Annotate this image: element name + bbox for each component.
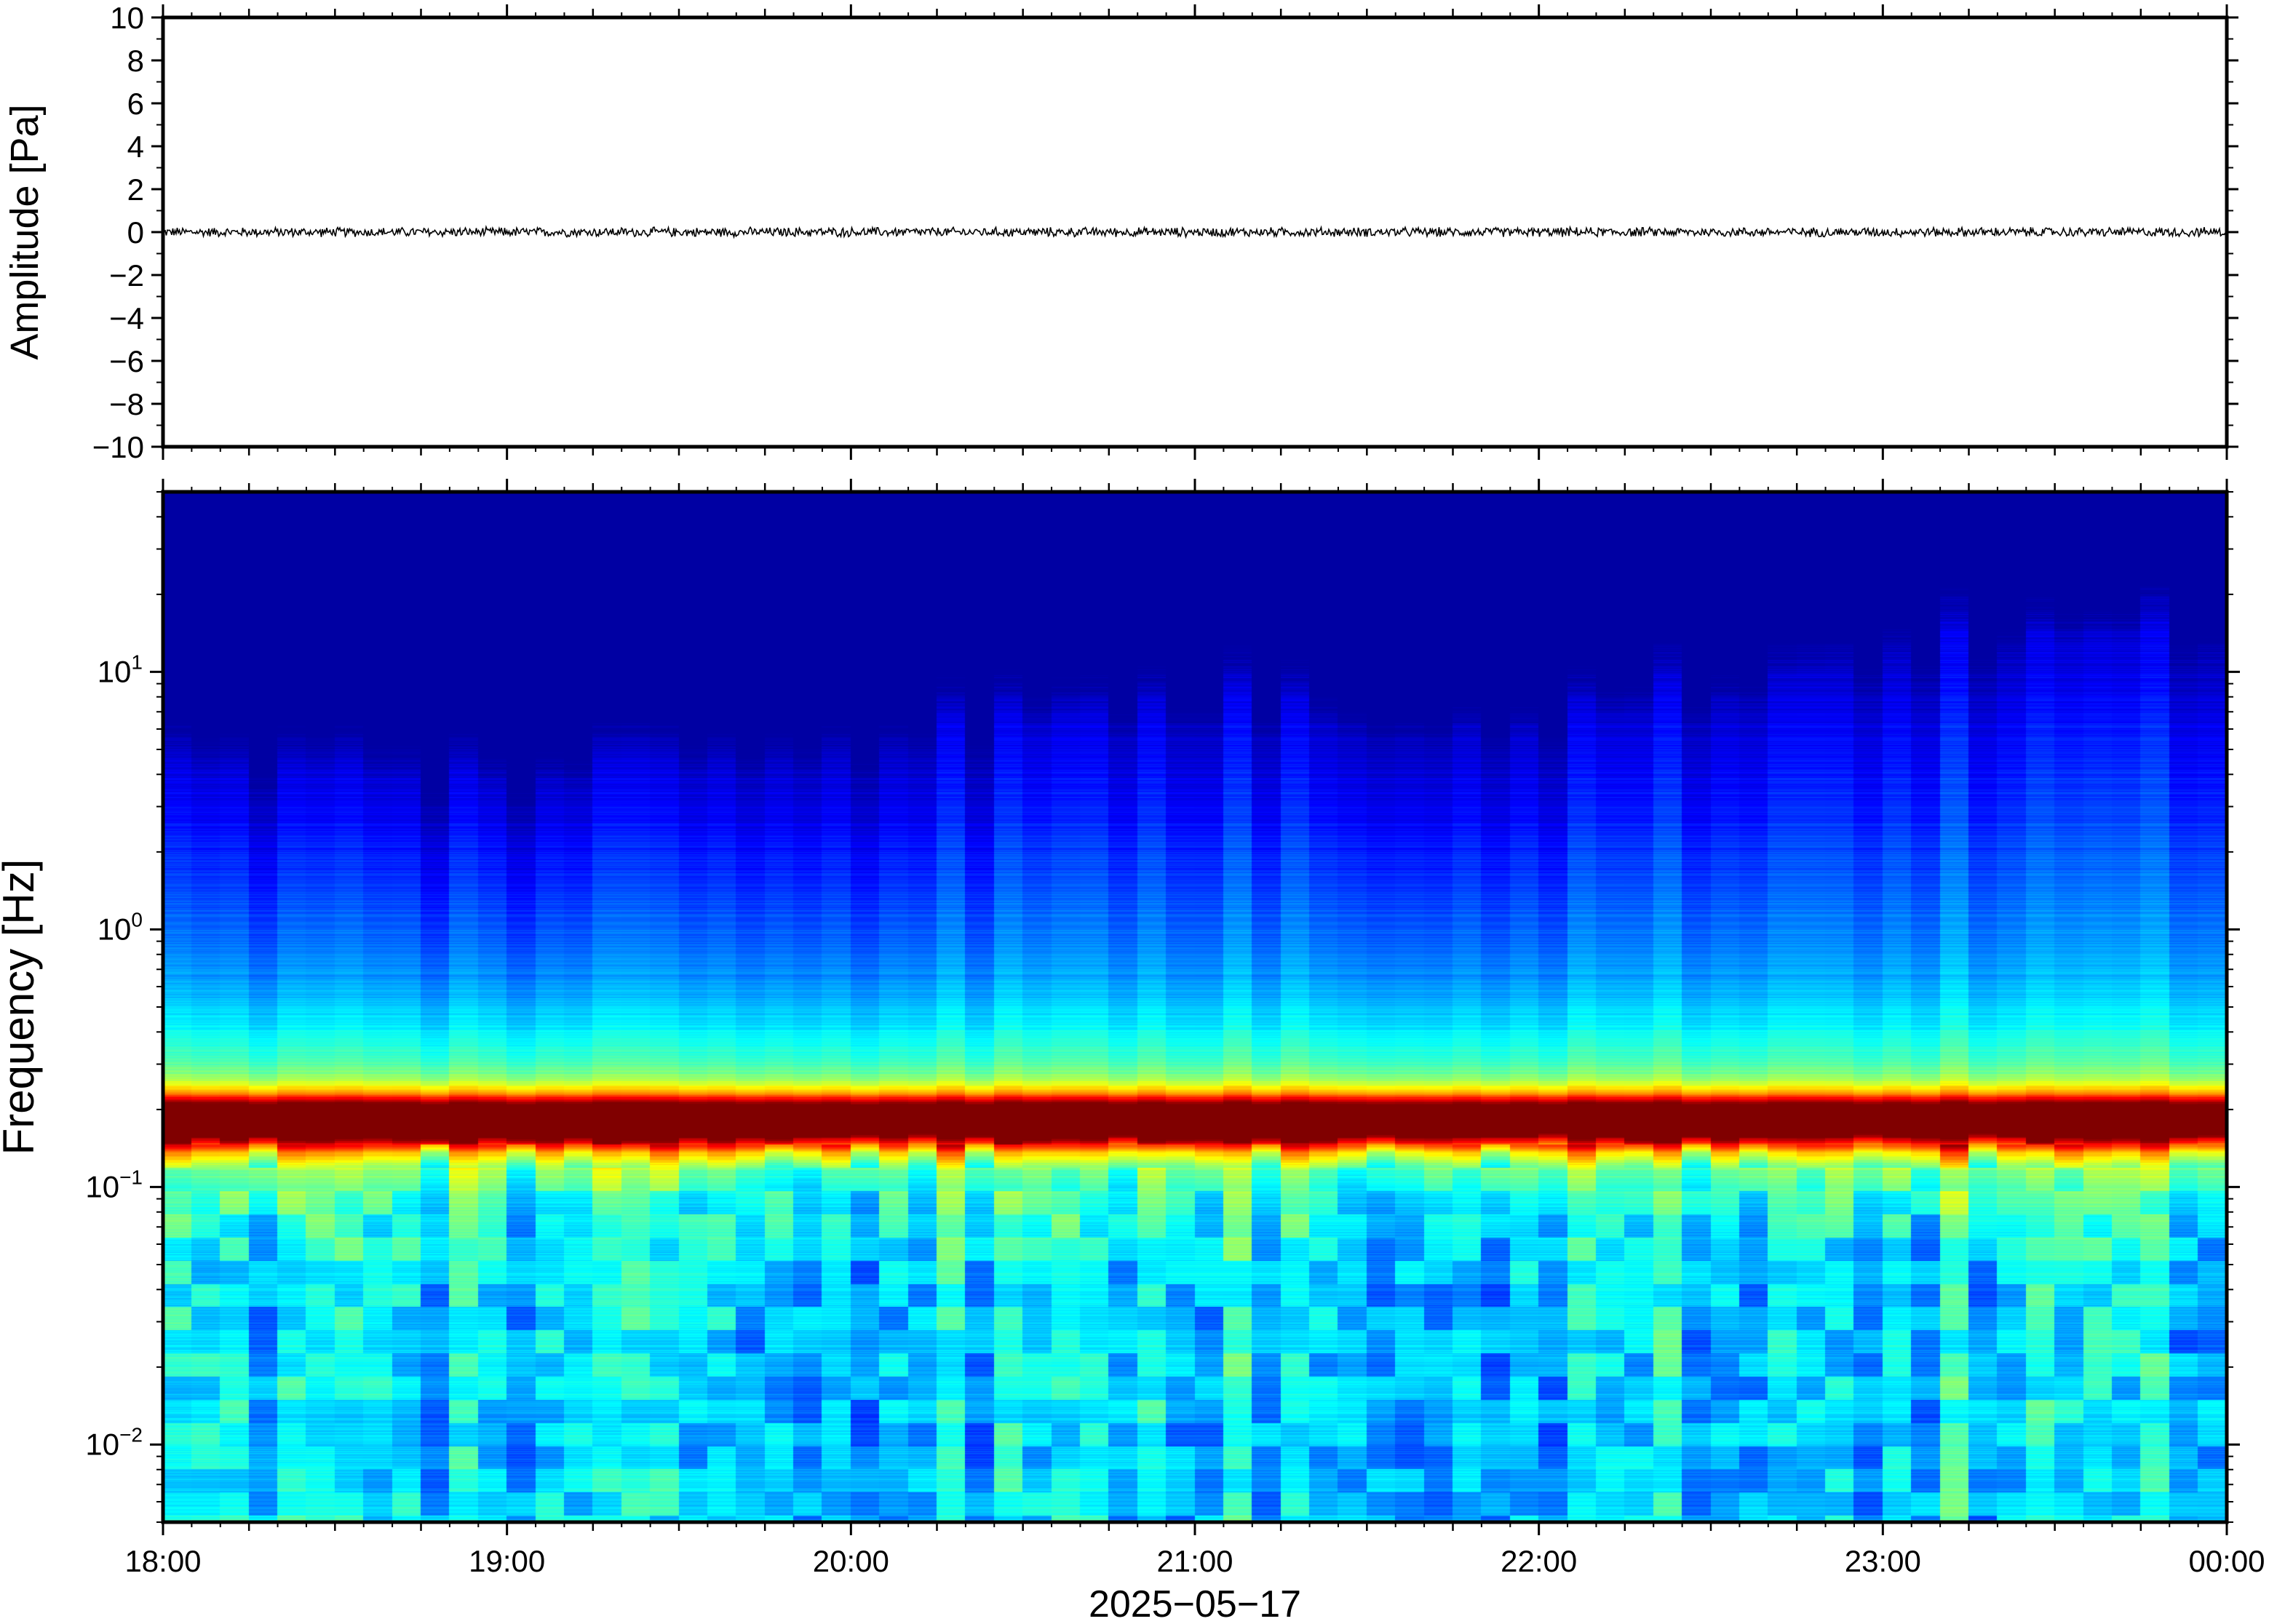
- waveform-frame: [161, 15, 2229, 449]
- x-tick-label: 19:00: [469, 1544, 545, 1578]
- x-tick-label: 18:00: [124, 1544, 201, 1578]
- spectrogram-frame: [161, 490, 2229, 1524]
- spectrogram-y-tick-label: 10−2: [85, 1423, 143, 1461]
- x-tick-label: 23:00: [1845, 1544, 1921, 1578]
- x-axis-title: 2025−05−17: [1089, 1583, 1301, 1624]
- waveform-y-tick-label: −10: [92, 430, 144, 464]
- waveform-y-ticks: 10 8 6 4 2 0 −2 −4 −6 −8 −10: [92, 1, 2238, 464]
- spectrogram-heatmap: [163, 492, 2227, 1522]
- waveform-y-tick-label: 6: [127, 87, 144, 121]
- x-tick-label: 20:00: [813, 1544, 889, 1578]
- waveform-trace: [163, 225, 2227, 239]
- waveform-y-tick-label: 0: [127, 215, 144, 250]
- spectrogram-image: [163, 492, 2227, 1522]
- spectrogram-panel: 10−2 10−1 100 101 18:00 19:00 20:00 21:00 22:00…: [0, 479, 2265, 1624]
- waveform-y-tick-label: −4: [109, 301, 144, 335]
- x-tick-label: 21:00: [1156, 1544, 1233, 1578]
- x-tick-label: 22:00: [1501, 1544, 1577, 1578]
- waveform-panel: 10 8 6 4 2 0 −2 −4 −6 −8 −10 Amplitude [Pa]: [3, 1, 2238, 464]
- spectrogram-y-ticks: 10−2 10−1 100 101: [85, 491, 2240, 1523]
- x-tick-label: 00:00: [2188, 1544, 2265, 1578]
- waveform-y-tick-label: −2: [109, 258, 144, 292]
- spectrogram-y-tick-label: 100: [98, 908, 143, 946]
- waveform-y-axis-title: Amplitude [Pa]: [3, 104, 47, 359]
- waveform-y-tick-label: 10: [110, 1, 144, 35]
- waveform-y-tick-label: −8: [109, 387, 144, 421]
- waveform-y-tick-label: 2: [127, 172, 144, 207]
- waveform-y-tick-label: 8: [127, 44, 144, 78]
- spectrogram-y-tick-label: 101: [98, 650, 143, 688]
- waveform-line: [163, 225, 2227, 239]
- waveform-y-tick-label: 4: [127, 130, 144, 164]
- waveform-y-tick-label: −6: [109, 344, 144, 378]
- spectrogram-y-tick-label: 10−1: [85, 1166, 143, 1203]
- spectrogram-y-axis-title: Frequency [Hz]: [0, 859, 43, 1155]
